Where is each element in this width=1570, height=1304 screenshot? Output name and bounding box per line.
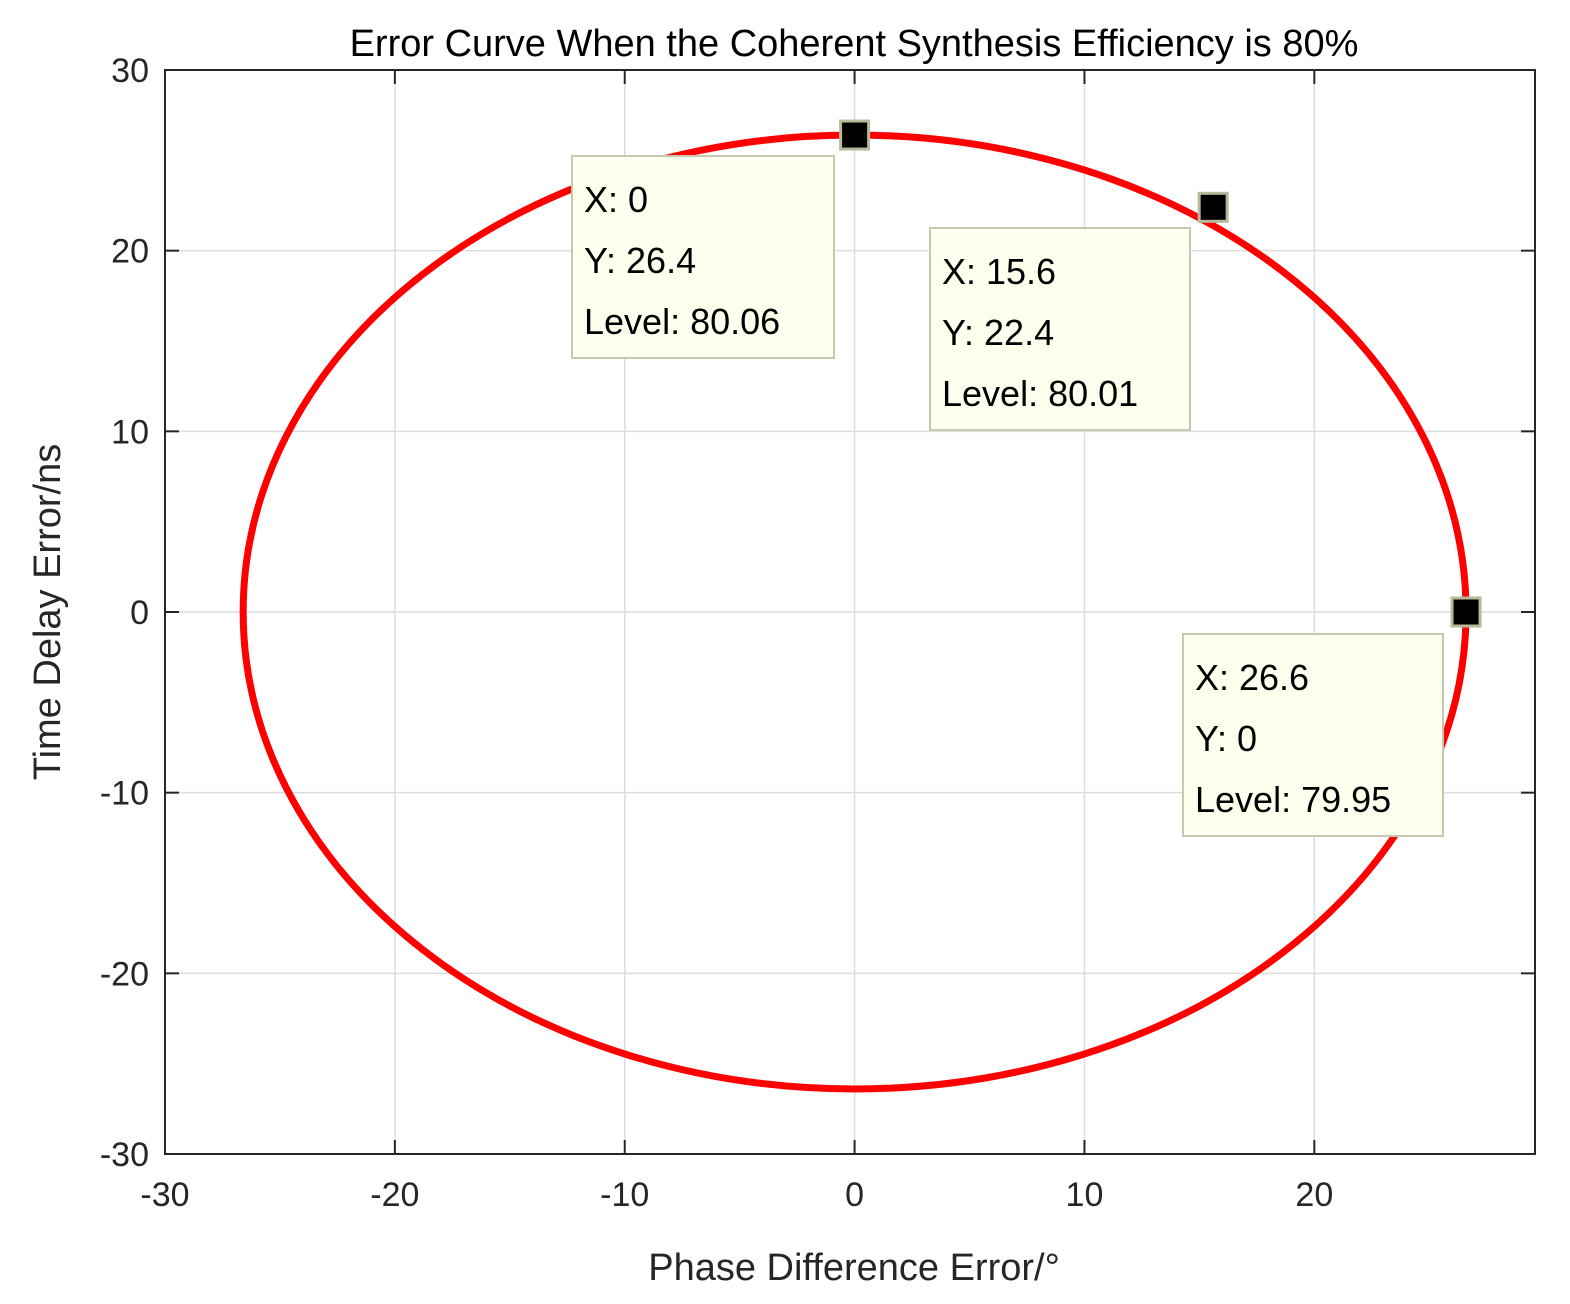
x-tick-label: 0 — [845, 1176, 864, 1214]
y-axis-title: Time Delay Error/ns — [27, 444, 69, 780]
datatip-line: Level: 80.01 — [942, 373, 1138, 414]
x-tick-label: -10 — [600, 1176, 649, 1214]
y-tick-label: -10 — [100, 775, 149, 813]
chart-title: Error Curve When the Coherent Synthesis … — [350, 23, 1359, 65]
datatip-line: X: 26.6 — [1195, 657, 1309, 698]
x-tick-label: -20 — [370, 1176, 419, 1214]
datatip-line: X: 15.6 — [942, 251, 1056, 292]
y-tick-label: 30 — [111, 52, 149, 90]
datatip-marker — [1450, 596, 1482, 628]
datatip-line: Y: 0 — [1195, 718, 1257, 759]
y-tick-label: -30 — [100, 1136, 149, 1174]
x-tick-label: -30 — [140, 1176, 189, 1214]
tick-layer: -30 -20 -10 0 10 20 -30 -20 -10 0 10 20 30 — [100, 52, 1535, 1214]
x-tick-label: 20 — [1295, 1176, 1333, 1214]
x-tick-label: 10 — [1066, 1176, 1104, 1214]
datatip-marker — [1197, 191, 1229, 223]
datatip-line: Level: 79.95 — [1195, 779, 1391, 820]
x-axis-title: Phase Difference Error/° — [648, 1247, 1060, 1289]
plot-area: -30 -20 -10 0 10 20 -30 -20 -10 0 10 20 30 X: 0 Y: 26… — [100, 52, 1536, 1214]
datatip-layer: X: 0 Y: 26.4 Level: 80.06 X: 15.6 Y: 22.4 Lev… — [571, 119, 1482, 837]
y-tick-label: 0 — [130, 594, 149, 632]
datatip-line: Y: 22.4 — [942, 312, 1054, 353]
y-tick-label: 20 — [111, 233, 149, 271]
datatip-box — [1182, 633, 1444, 837]
datatip-line: Level: 80.06 — [584, 301, 780, 342]
datatip-marker — [839, 119, 871, 151]
datatip-box — [571, 155, 835, 359]
y-tick-label: 10 — [111, 413, 149, 451]
y-tick-label: -20 — [100, 955, 149, 993]
datatip-line: X: 0 — [584, 179, 648, 220]
datatip-box — [929, 227, 1191, 431]
datatip-line: Y: 26.4 — [584, 240, 696, 281]
